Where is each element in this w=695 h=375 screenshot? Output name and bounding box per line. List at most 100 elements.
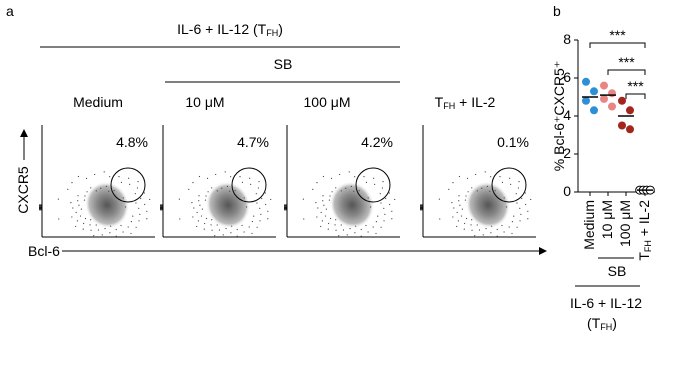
event-dot bbox=[520, 214, 521, 215]
event-dot bbox=[458, 220, 459, 221]
event-dot bbox=[210, 224, 211, 225]
panel-title: 100 μM bbox=[304, 94, 351, 110]
event-dot bbox=[86, 178, 87, 179]
event-dot bbox=[391, 211, 392, 212]
event-dot bbox=[512, 221, 513, 222]
event-dot bbox=[230, 176, 231, 177]
gate-percent: 4.8% bbox=[116, 134, 148, 150]
event-dot bbox=[217, 190, 218, 191]
event-dot bbox=[467, 178, 468, 179]
event-dot bbox=[84, 199, 85, 200]
significance-label: *** bbox=[618, 54, 635, 70]
event-dot bbox=[179, 218, 180, 219]
event-dot bbox=[258, 187, 259, 188]
event-dot bbox=[394, 199, 395, 200]
event-dot bbox=[120, 225, 121, 226]
event-dot bbox=[516, 202, 517, 203]
event-dot bbox=[381, 227, 382, 228]
event-dot bbox=[459, 176, 460, 177]
event-dot bbox=[462, 209, 463, 210]
event-dot bbox=[244, 197, 245, 198]
event-dot bbox=[366, 182, 367, 183]
y-tick-label: 8 bbox=[563, 31, 571, 47]
event-dot bbox=[439, 218, 440, 219]
event-dot bbox=[146, 211, 147, 212]
event-dot bbox=[78, 205, 79, 206]
event-dot bbox=[96, 224, 97, 225]
event-dot bbox=[259, 220, 260, 221]
significance-bracket bbox=[590, 43, 645, 48]
event-dot bbox=[217, 224, 218, 225]
event-dot bbox=[518, 187, 519, 188]
event-dot bbox=[108, 191, 109, 192]
event-dot bbox=[464, 228, 465, 229]
event-dot bbox=[481, 188, 482, 189]
event-dot bbox=[251, 233, 252, 234]
event-dot bbox=[58, 218, 59, 219]
event-dot bbox=[242, 182, 243, 183]
event-dot bbox=[384, 214, 385, 215]
event-dot bbox=[331, 178, 332, 179]
event-dot bbox=[499, 176, 500, 177]
event-dot bbox=[439, 199, 440, 200]
event-dot bbox=[361, 236, 362, 237]
event-dot bbox=[90, 219, 91, 220]
group-label: SB bbox=[608, 263, 627, 279]
event-dot bbox=[207, 178, 208, 179]
event-dot bbox=[221, 188, 222, 189]
event-dot bbox=[265, 192, 266, 193]
event-dot bbox=[249, 178, 250, 179]
figure: a IL-6 + IL-12 (TFH) SB CXCR5 Bcl-6 Medi… bbox=[0, 0, 695, 370]
event-dot bbox=[110, 226, 111, 227]
event-dot bbox=[370, 206, 371, 207]
event-dot bbox=[267, 218, 268, 219]
event-dot bbox=[326, 209, 327, 210]
event-dot bbox=[93, 235, 94, 236]
event-dot bbox=[204, 223, 205, 224]
event-dot bbox=[457, 212, 458, 213]
event-dot bbox=[205, 199, 206, 200]
event-dot bbox=[355, 226, 356, 227]
event-dot bbox=[191, 202, 192, 203]
event-dot bbox=[452, 182, 453, 183]
event-dot bbox=[149, 199, 150, 200]
event-dot bbox=[475, 174, 476, 175]
event-dot bbox=[456, 226, 457, 227]
event-dot bbox=[72, 207, 73, 208]
significance-bracket bbox=[626, 94, 645, 99]
panel-label: a bbox=[6, 3, 14, 19]
event-dot bbox=[458, 200, 459, 201]
event-dot bbox=[128, 178, 129, 179]
event-dot bbox=[322, 200, 323, 201]
event-dot bbox=[321, 212, 322, 213]
event-dot bbox=[188, 189, 189, 190]
event-dot bbox=[219, 229, 220, 230]
event-dot bbox=[510, 184, 511, 185]
event-dot bbox=[193, 207, 194, 208]
event-dot bbox=[467, 191, 468, 192]
event-dot bbox=[470, 224, 471, 225]
event-dot bbox=[246, 206, 247, 207]
event-dot bbox=[205, 195, 206, 196]
event-dot bbox=[237, 229, 238, 230]
panel-title: Medium bbox=[73, 94, 123, 110]
event-dot bbox=[204, 228, 205, 229]
significance-bracket bbox=[608, 70, 645, 75]
event-dot bbox=[317, 207, 318, 208]
event-dot bbox=[490, 176, 491, 177]
event-dot bbox=[349, 171, 350, 172]
event-dot bbox=[100, 188, 101, 189]
event-dot bbox=[86, 191, 87, 192]
event-dot bbox=[104, 228, 105, 229]
significance-label: *** bbox=[627, 78, 644, 94]
event-dot bbox=[345, 188, 346, 189]
event-dot bbox=[503, 231, 504, 232]
event-dot bbox=[495, 190, 496, 191]
event-dot bbox=[354, 232, 355, 233]
event-dot bbox=[77, 200, 78, 201]
event-dot bbox=[331, 191, 332, 192]
event-dot bbox=[465, 195, 466, 196]
event-dot bbox=[146, 218, 147, 219]
event-dot bbox=[196, 226, 197, 227]
event-dot bbox=[270, 199, 271, 200]
